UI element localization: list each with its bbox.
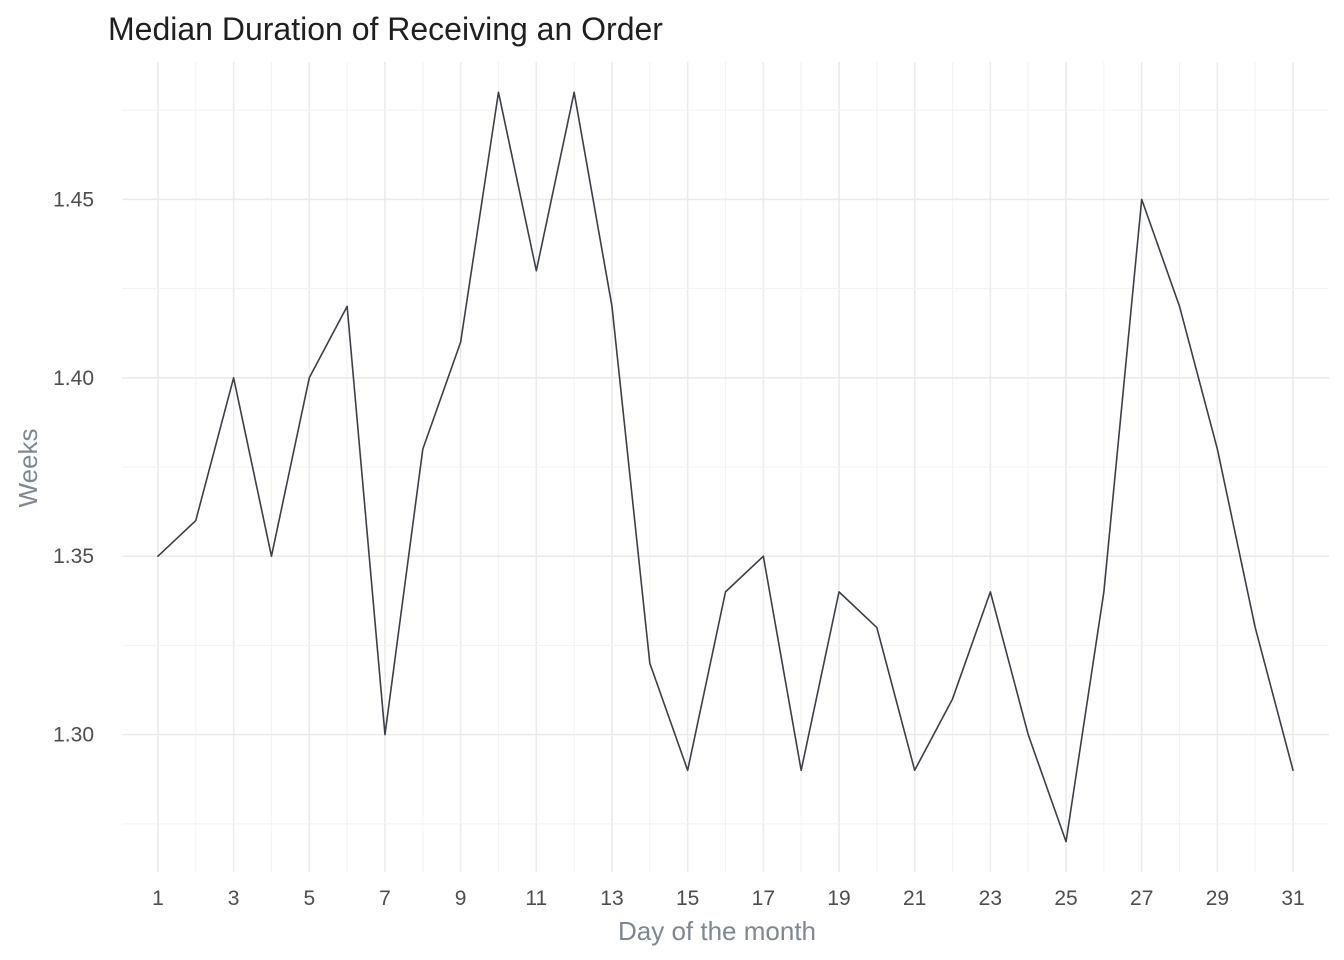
y-tick-label: 1.30 (53, 724, 94, 747)
x-axis-label: Day of the month (618, 916, 816, 946)
x-tick-label: 27 (1130, 887, 1153, 910)
y-tick-label: 1.45 (53, 188, 94, 211)
grid (122, 62, 1329, 872)
x-tick-label: 15 (676, 887, 699, 910)
chart-title: Median Duration of Receiving an Order (108, 11, 663, 47)
series (157, 91, 1294, 843)
y-tick-label: 1.40 (53, 367, 94, 390)
x-tick-label: 7 (379, 887, 391, 910)
x-tick-label: 23 (979, 887, 1002, 910)
x-tick-label: 31 (1281, 887, 1304, 910)
x-tick-label: 11 (525, 887, 547, 910)
x-tick-label: 25 (1054, 887, 1077, 910)
x-tick-label: 1 (152, 887, 164, 910)
x-tick-label: 13 (600, 887, 623, 910)
x-tick-label: 3 (228, 887, 240, 910)
x-tick-label: 21 (903, 887, 926, 910)
x-tick-label: 9 (455, 887, 467, 910)
x-tick-label: 29 (1206, 887, 1229, 910)
x-tick-label: 19 (827, 887, 850, 910)
x-tick-label: 17 (752, 887, 775, 910)
x-tick-label: 5 (303, 887, 315, 910)
tick-labels: 1 3 5 7 9 11 13 15 17 19 21 23 25 27 29 311.301.351.401… (53, 188, 1305, 910)
y-axis-label: Weeks (13, 429, 43, 508)
y-tick-label: 1.35 (53, 545, 94, 568)
